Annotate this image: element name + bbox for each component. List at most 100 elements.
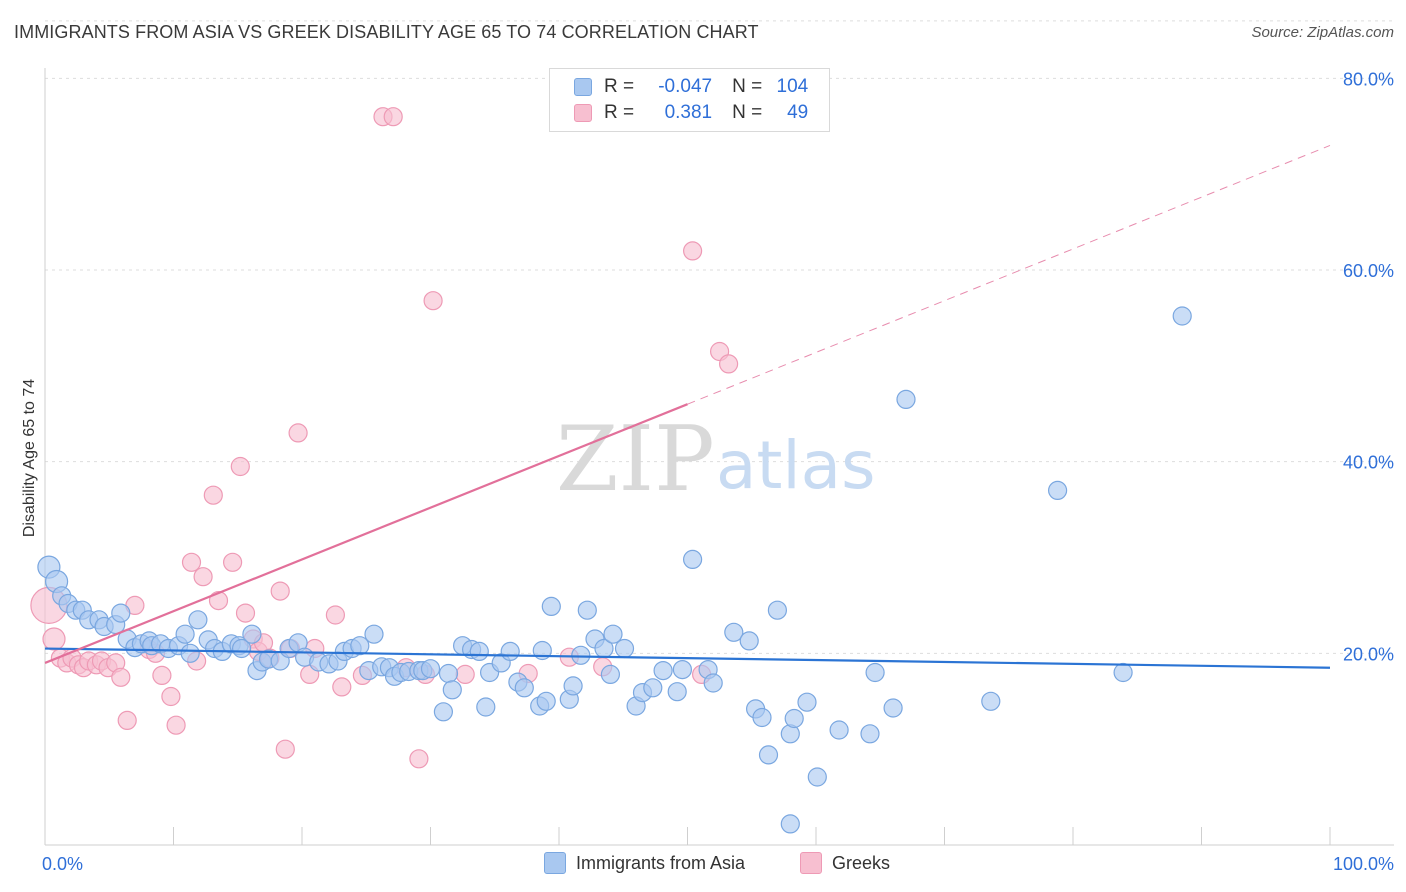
greeks-point xyxy=(275,739,295,759)
bottom-legend-label-greeks: Greeks xyxy=(832,852,891,873)
greeks-point xyxy=(117,710,137,731)
asia-point xyxy=(571,645,591,665)
asia-point xyxy=(438,663,459,684)
greeks-point xyxy=(42,627,66,651)
bottom-legend-asia: Immigrants from Asia xyxy=(544,852,745,874)
greeks-point xyxy=(682,241,703,261)
asia-point xyxy=(111,603,131,623)
asia-point xyxy=(603,624,623,644)
asia-point xyxy=(653,660,673,681)
asia-point xyxy=(242,624,262,644)
trend-lines xyxy=(44,144,1331,669)
greeks-point xyxy=(235,603,256,623)
asia-point xyxy=(739,631,759,651)
greeks-point xyxy=(230,456,250,477)
bottom-legend-swatch-greeks xyxy=(800,852,822,874)
stats-legend: R = -0.047 N = 104 R = 0.381 N = 49 xyxy=(549,68,830,132)
watermark-zip: ZIP xyxy=(556,407,715,512)
tick-labels: 20.0% 40.0% 60.0% 80.0% 0.0% 100.0% xyxy=(42,69,1394,874)
asia-point xyxy=(643,678,663,698)
legend-n-label: N = xyxy=(732,102,763,123)
asia-point xyxy=(175,624,195,644)
watermark-atlas: atlas xyxy=(716,427,876,504)
greeks-trend-line xyxy=(44,403,688,664)
axis-layer xyxy=(44,68,1394,846)
chart-source: Source: ZipAtlas.com xyxy=(1251,24,1394,41)
legend-row-asia: R = -0.047 N = 104 xyxy=(574,76,808,98)
asia-point xyxy=(767,600,788,620)
greeks-point xyxy=(423,291,443,311)
asia-point xyxy=(758,745,779,765)
asia-point xyxy=(469,641,489,662)
asia-point xyxy=(442,680,462,700)
asia-point xyxy=(350,636,370,656)
asia-point xyxy=(433,702,453,722)
greeks-point xyxy=(166,715,186,735)
x-tick-label: 0.0% xyxy=(42,854,83,874)
greeks-trend-line-projection xyxy=(687,144,1331,405)
asia-point xyxy=(476,697,496,717)
greeks-point xyxy=(152,665,172,686)
asia-point xyxy=(500,641,520,662)
asia-points xyxy=(37,306,1192,834)
greeks-point xyxy=(161,686,181,707)
legend-r-label: R = xyxy=(604,76,635,97)
legend-r-label: R = xyxy=(604,102,635,123)
greeks-point xyxy=(193,567,213,587)
asia-point xyxy=(364,624,384,644)
asia-point xyxy=(541,596,561,617)
asia-point xyxy=(600,664,621,685)
asia-point xyxy=(1172,306,1192,326)
bottom-legend-greeks: Greeks xyxy=(800,852,890,874)
asia-point xyxy=(232,638,252,659)
greeks-point xyxy=(111,667,131,687)
asia-point xyxy=(514,678,534,698)
greeks-point xyxy=(223,552,243,572)
greeks-point xyxy=(181,552,202,572)
x-tick-label: 100.0% xyxy=(1333,854,1394,874)
y-tick-label: 40.0% xyxy=(1343,453,1394,473)
greeks-point xyxy=(455,664,475,685)
legend-swatch-asia xyxy=(574,78,592,96)
asia-point xyxy=(577,600,597,620)
y-tick-label: 60.0% xyxy=(1343,261,1394,281)
asia-point xyxy=(563,676,583,696)
legend-n-value-asia: 104 xyxy=(776,76,809,97)
asia-point xyxy=(780,814,800,834)
asia-point xyxy=(536,691,556,711)
asia-point xyxy=(797,692,817,712)
legend-r-value-asia: -0.047 xyxy=(658,76,713,97)
asia-point xyxy=(667,682,687,702)
asia-point xyxy=(883,698,903,718)
asia-point xyxy=(180,643,200,663)
greeks-point xyxy=(383,107,403,127)
asia-point xyxy=(784,708,804,729)
y-tick-label: 20.0% xyxy=(1343,644,1394,664)
watermark: ZIP atlas xyxy=(556,407,876,512)
legend-r-value-greeks: 0.381 xyxy=(664,102,713,123)
legend-row-greeks: R = 0.381 N = 49 xyxy=(574,102,808,124)
asia-point xyxy=(1113,662,1133,683)
greeks-point xyxy=(409,749,429,769)
greeks-point xyxy=(718,354,739,374)
asia-point xyxy=(860,724,880,744)
asia-point xyxy=(807,767,827,787)
asia-point xyxy=(865,662,885,683)
greeks-point xyxy=(288,423,308,443)
legend-n-value-greeks: 49 xyxy=(787,102,809,123)
asia-point xyxy=(724,622,744,642)
asia-point xyxy=(981,691,1001,711)
greeks-point xyxy=(270,581,290,601)
asia-point xyxy=(188,610,208,630)
asia-point xyxy=(752,707,772,728)
asia-point xyxy=(703,673,723,693)
asia-point xyxy=(420,659,441,679)
asia-point xyxy=(896,389,916,409)
asia-point xyxy=(682,549,703,570)
asia-point xyxy=(829,720,849,740)
bottom-legend-swatch-asia xyxy=(544,852,566,874)
greeks-point xyxy=(203,485,223,505)
greeks-point xyxy=(208,590,229,611)
asia-point xyxy=(672,659,693,680)
